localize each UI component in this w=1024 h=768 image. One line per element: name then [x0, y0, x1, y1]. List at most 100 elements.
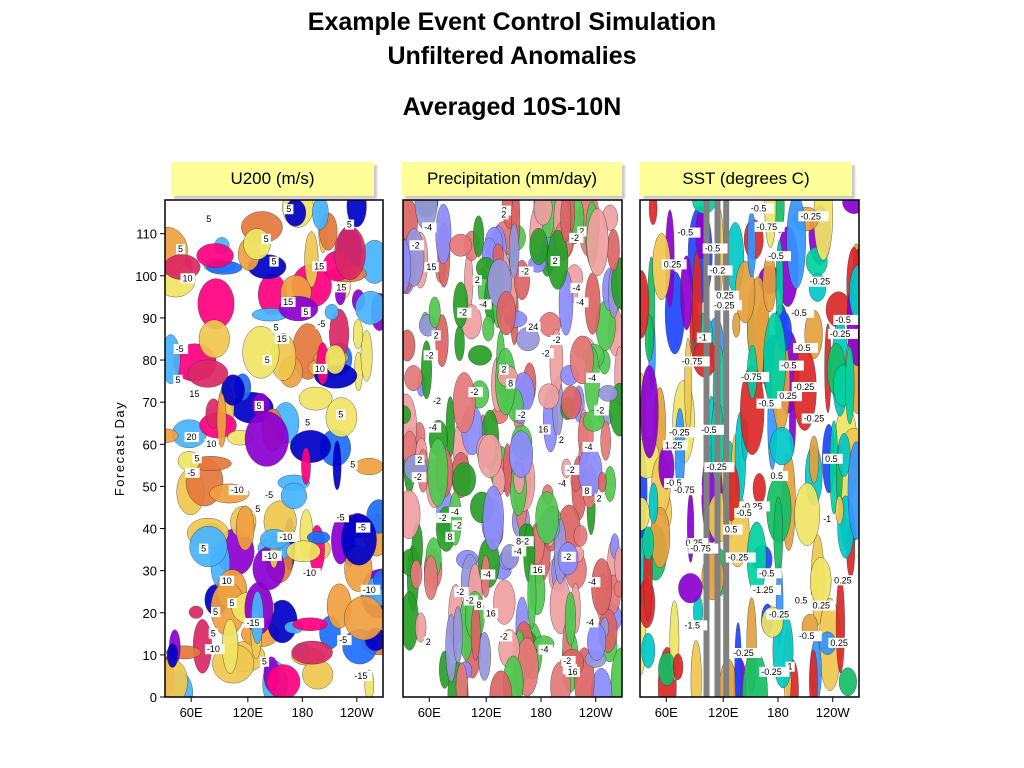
panel-label-precipitation: Precipitation (mm/day): [402, 162, 622, 196]
svg-text:-4: -4: [424, 222, 432, 232]
contour-blob: [838, 667, 857, 697]
y-tick-label: 10: [143, 648, 157, 663]
svg-text:-0.75: -0.75: [690, 544, 711, 554]
svg-text:0.25: 0.25: [716, 291, 734, 301]
svg-text:-0.25: -0.25: [714, 300, 735, 310]
contour-blob: [482, 485, 504, 551]
contour-blob: [752, 473, 766, 504]
contour-blob: [842, 200, 859, 214]
svg-text:15: 15: [426, 262, 436, 272]
contour-label: -2: [463, 595, 479, 606]
svg-text:5: 5: [201, 544, 206, 554]
contour-blob: [573, 525, 588, 547]
contour-blob: [415, 612, 427, 643]
contour-blob: [640, 365, 659, 459]
contour-label: 10: [180, 273, 195, 284]
svg-text:-15: -15: [354, 671, 367, 681]
x-tick-label: 180: [291, 705, 313, 720]
svg-text:-5: -5: [187, 468, 195, 478]
svg-text:2: 2: [559, 435, 564, 445]
contour-blob: [302, 659, 334, 690]
contour-blob: [452, 372, 476, 434]
svg-text:-10: -10: [303, 568, 316, 578]
svg-text:1.25: 1.25: [665, 440, 683, 450]
svg-text:-0.2: -0.2: [710, 265, 726, 275]
contour-label: -0.75: [672, 485, 703, 496]
contour-blob: [324, 344, 346, 375]
contour-label: 0.25: [683, 538, 709, 549]
svg-text:-2: -2: [563, 552, 571, 562]
contour-blob: [423, 555, 438, 601]
contour-label: -4: [582, 441, 597, 452]
contour-label: 5: [211, 607, 221, 618]
contour-label: 16: [483, 608, 499, 619]
contour-label: 16: [530, 564, 545, 575]
contour-label: 2: [472, 275, 482, 286]
contour-label: 15: [187, 389, 202, 400]
land-mask-stripe: [723, 200, 730, 697]
contour-label: -1: [821, 513, 836, 524]
svg-text:5: 5: [255, 504, 260, 514]
contour-label: -0.5: [796, 631, 822, 642]
y-tick-label: 90: [143, 311, 157, 326]
contour-label: 8: [474, 599, 484, 610]
svg-text:2: 2: [475, 275, 480, 285]
contour-blob: [286, 540, 321, 562]
svg-text:-0.25: -0.25: [733, 648, 754, 658]
svg-text:-0.5: -0.5: [759, 399, 775, 409]
svg-text:16: 16: [568, 667, 578, 677]
contour-blob: [198, 319, 230, 359]
contour-blob: [642, 526, 654, 561]
svg-text:-0.75: -0.75: [674, 485, 695, 495]
contour-label: 5: [301, 306, 311, 317]
y-axis-label: Forecast Day: [112, 401, 127, 496]
svg-text:-2: -2: [553, 335, 561, 345]
svg-text:5: 5: [265, 355, 270, 365]
svg-text:-2: -2: [456, 587, 464, 597]
svg-text:-5: -5: [339, 635, 347, 645]
contour-label: 2: [499, 364, 509, 375]
contour-blob: [312, 200, 329, 230]
contour-label: -2: [519, 266, 534, 277]
contour-label: 5: [199, 543, 209, 554]
svg-text:-2: -2: [521, 267, 529, 277]
svg-text:-2: -2: [563, 656, 571, 666]
contour-label: 15: [312, 261, 327, 272]
svg-text:5: 5: [350, 459, 355, 469]
contour-label: -2: [457, 307, 472, 318]
plot-frame: [639, 199, 860, 698]
contour-label: -0.5: [734, 507, 760, 518]
contour-field: [165, 200, 383, 697]
svg-text:-0.5: -0.5: [795, 343, 811, 353]
contour-blob: [468, 345, 492, 366]
contour-label: -0.25: [704, 462, 735, 473]
contour-label: 5: [303, 417, 313, 428]
contour-label: -0.25: [667, 427, 698, 438]
contour-label: -0.5: [748, 203, 774, 214]
contour-label: 15: [274, 333, 290, 344]
contour-blob: [845, 346, 855, 425]
contour-blob: [360, 330, 373, 382]
x-tick-label: 60E: [180, 705, 203, 720]
contour-label: -0.5: [756, 568, 782, 579]
contour-blob: [188, 605, 204, 619]
contour-label: -2: [454, 587, 469, 598]
svg-text:0.5: 0.5: [795, 596, 808, 606]
svg-text:-1.5: -1.5: [685, 620, 701, 630]
contour-label: -10: [277, 532, 297, 542]
contour-blob: [290, 430, 332, 463]
svg-text:2: 2: [501, 365, 506, 375]
contour-label: -0.25: [801, 413, 832, 424]
svg-text:1: 1: [788, 662, 793, 672]
svg-text:-0.25: -0.25: [830, 329, 851, 339]
svg-text:5: 5: [338, 409, 343, 419]
contour-label: -0.25: [798, 211, 829, 222]
svg-text:5: 5: [213, 607, 218, 617]
svg-text:-2: -2: [454, 520, 462, 530]
svg-text:-0.5: -0.5: [736, 508, 752, 518]
contour-blob: [508, 223, 520, 279]
svg-text:-0.75: -0.75: [682, 356, 703, 366]
contour-blob: [732, 312, 741, 338]
land-mask-stripe: [703, 200, 710, 697]
contour-blob: [786, 200, 806, 289]
